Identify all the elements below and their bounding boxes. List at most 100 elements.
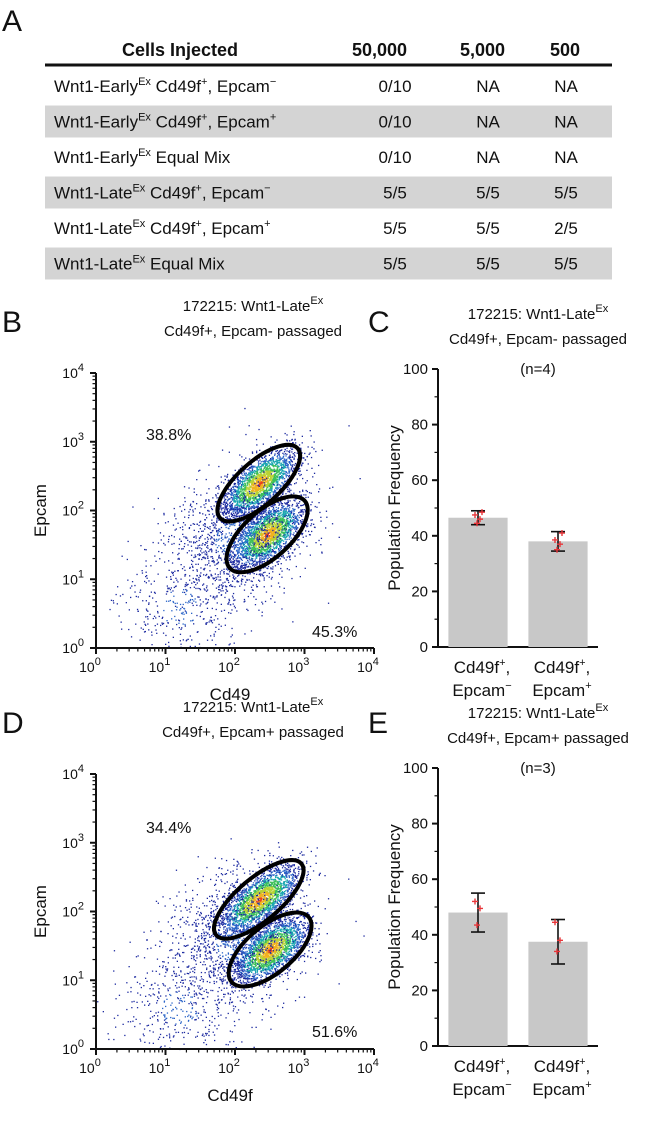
table-body: Wnt1-EarlyEx Cd49f+, Epcam− 0/10 NA NAWnt1-… xyxy=(45,76,612,280)
x-tick-label: 100 xyxy=(79,656,101,675)
panel-a-table: A Cells Injected 50,000 5,000 500 Wnt1-E… xyxy=(2,5,612,280)
x-tick-label: 102 xyxy=(218,1057,240,1076)
table-row: Wnt1-LateEx Cd49f+, Epcam+ 5/5 5/5 2/5 xyxy=(54,218,578,238)
y-tick-label: 100 xyxy=(62,1038,84,1057)
x-category-label-line1: Cd49f+, xyxy=(454,1056,511,1076)
table-cell-value: NA xyxy=(476,77,500,96)
table-row-label: Wnt1-LateEx Cd49f+, Epcam− xyxy=(54,183,271,203)
data-point xyxy=(554,948,560,955)
y-axis-label: Population Frequency xyxy=(385,824,404,990)
table-row: Wnt1-EarlyEx Equal Mix 0/10 NA NA xyxy=(54,147,578,167)
table-cell-value: 5/5 xyxy=(476,184,500,203)
y-tick-label: 20 xyxy=(411,583,428,600)
x-tick-label: 102 xyxy=(218,656,240,675)
x-tick-label: 103 xyxy=(288,656,310,675)
y-tick-label: 100 xyxy=(403,361,428,378)
gate-percentage-label: 38.8% xyxy=(146,427,191,444)
chart-title-line2: Cd49f+, Epcam- passaged xyxy=(449,331,627,348)
x-category-label-line1: Cd49f+, xyxy=(534,657,591,677)
table-cell-value: NA xyxy=(554,113,578,132)
gate-percentage-label: 45.3% xyxy=(312,624,357,641)
table-row-shade xyxy=(45,105,612,138)
gate-ellipse xyxy=(224,494,310,575)
data-point xyxy=(472,898,478,905)
data-point xyxy=(554,546,560,553)
y-axis-label: Epcam xyxy=(31,484,50,537)
table-cell-value: NA xyxy=(554,148,578,167)
table-row-shade xyxy=(45,247,612,280)
table-row-label: Wnt1-LateEx Equal Mix xyxy=(54,254,225,274)
gate-ellipse xyxy=(212,858,306,941)
table-cell-value: 0/10 xyxy=(378,77,411,96)
chart-title-line1: 172215: Wnt1-LateEx xyxy=(468,303,609,323)
x-tick-label: 101 xyxy=(149,656,171,675)
table-row: Wnt1-LateEx Equal Mix 5/5 5/5 5/5 xyxy=(45,247,612,280)
data-point xyxy=(474,922,480,929)
panel-c-bar-chart: 172215: Wnt1-LateEx Cd49f+, Epcam- passag… xyxy=(385,303,627,700)
table-cell-value: 2/5 xyxy=(554,219,578,238)
table-row-shade xyxy=(45,176,612,209)
chart-title-line1: 172215: Wnt1-LateEx xyxy=(183,696,324,716)
table-cell-value: NA xyxy=(476,113,500,132)
y-tick-label: 80 xyxy=(411,816,428,833)
y-tick-label: 102 xyxy=(62,901,84,920)
table-row: Wnt1-EarlyEx Cd49f+, Epcam+ 0/10 NA NA xyxy=(45,105,612,138)
table-header-500: 500 xyxy=(550,40,580,60)
table-cell-value: 0/10 xyxy=(378,113,411,132)
table-cell-value: 5/5 xyxy=(554,184,578,203)
table-row-label: Wnt1-EarlyEx Cd49f+, Epcam+ xyxy=(54,112,276,132)
y-tick-label: 104 xyxy=(62,362,84,381)
data-point xyxy=(472,511,478,518)
table-row-label: Wnt1-EarlyEx Cd49f+, Epcam− xyxy=(54,76,276,96)
table-row-label: Wnt1-LateEx Cd49f+, Epcam+ xyxy=(54,218,271,238)
scatter-points xyxy=(109,407,361,649)
scatter-points xyxy=(97,838,365,1051)
x-axis-label: Cd49f xyxy=(207,1086,253,1105)
chart-title-line2: Cd49f+, Epcam+ passaged xyxy=(447,730,629,747)
chart-title-line3: (n=4) xyxy=(520,361,555,378)
panel-letter-e: E xyxy=(368,707,388,740)
y-tick-label: 60 xyxy=(411,472,428,489)
x-tick-label: 100 xyxy=(79,1057,101,1076)
bar xyxy=(528,541,588,647)
x-category-label-line2: Epcam+ xyxy=(532,680,591,700)
table-cell-value: NA xyxy=(554,77,578,96)
table-cell-value: 5/5 xyxy=(554,255,578,274)
chart-title-line2: Cd49f+, Epcam- passaged xyxy=(164,323,342,340)
table-header-50000: 50,000 xyxy=(352,40,407,60)
y-tick-label: 20 xyxy=(411,982,428,999)
x-tick-label: 101 xyxy=(149,1057,171,1076)
x-category-label-line1: Cd49f+, xyxy=(454,657,511,677)
y-tick-label: 102 xyxy=(62,500,84,519)
table-header-cells-injected: Cells Injected xyxy=(122,40,238,60)
data-point xyxy=(557,541,563,548)
data-point xyxy=(559,530,565,537)
table-cell-value: 5/5 xyxy=(383,184,407,203)
chart-title-line1: 172215: Wnt1-LateEx xyxy=(468,702,609,722)
y-tick-label: 60 xyxy=(411,871,428,888)
table-cell-value: 5/5 xyxy=(476,255,500,274)
x-axis-label: Cd49 xyxy=(210,685,251,704)
gate-percentage-label: 51.6% xyxy=(312,1024,357,1041)
y-tick-label: 101 xyxy=(62,568,84,587)
data-point xyxy=(477,516,483,523)
panel-b-flow-scatter: 172215: Wnt1-LateEx Cd49f+, Epcam- passag… xyxy=(31,295,379,704)
table-row: Wnt1-EarlyEx Cd49f+, Epcam− 0/10 NA NA xyxy=(54,76,578,96)
y-tick-label: 101 xyxy=(62,969,84,988)
data-point xyxy=(552,536,558,543)
gate-ellipse xyxy=(226,910,314,989)
chart-title-line2: Cd49f+, Epcam+ passaged xyxy=(162,724,344,741)
gate-ellipse xyxy=(215,442,303,524)
table-cell-value: 5/5 xyxy=(383,255,407,274)
panel-letter-b: B xyxy=(2,306,22,339)
gate-percentage-label: 34.4% xyxy=(146,820,191,837)
y-tick-label: 103 xyxy=(62,832,84,851)
x-tick-label: 103 xyxy=(288,1057,310,1076)
y-tick-label: 0 xyxy=(420,639,428,656)
x-category-label-line2: Epcam− xyxy=(452,680,511,700)
bar xyxy=(448,912,508,1046)
data-point xyxy=(552,919,558,926)
y-axis-label: Population Frequency xyxy=(385,425,404,591)
data-point xyxy=(479,509,485,516)
